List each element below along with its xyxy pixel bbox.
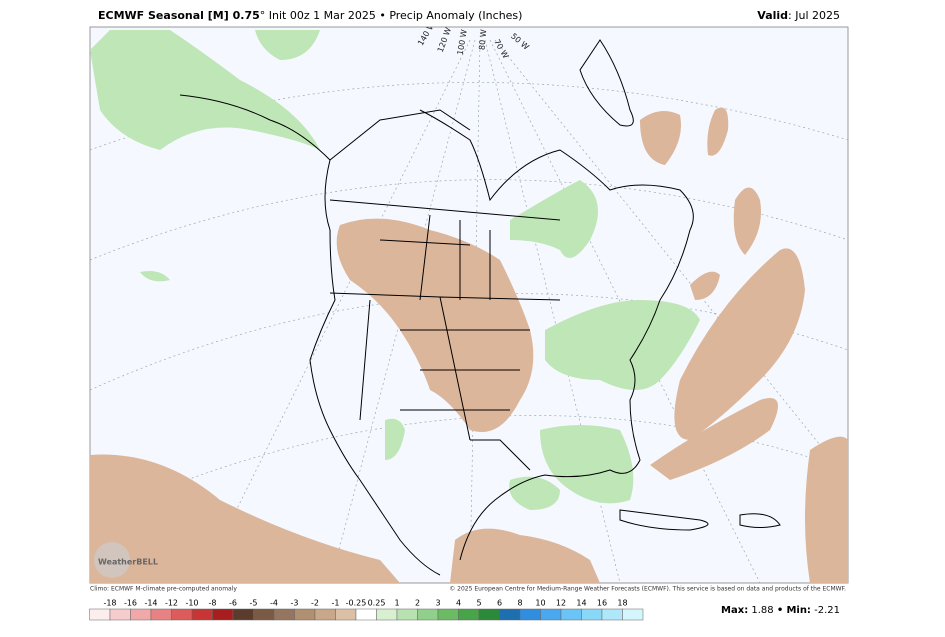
colorbar-swatch bbox=[519, 608, 541, 621]
colorbar-swatch bbox=[376, 608, 398, 621]
stats: Max: 1.88 • Min: -2.21 bbox=[721, 605, 840, 616]
separator: • bbox=[777, 605, 783, 616]
colorbar-label: -10 bbox=[185, 599, 198, 608]
max-value: 1.88 bbox=[751, 605, 773, 616]
colorbar-swatch bbox=[622, 608, 644, 621]
colorbar-swatch bbox=[499, 608, 521, 621]
max-label: Max: bbox=[721, 605, 748, 616]
map: 140 W 120 W 100 W 80 W 70 W 50 W Weather… bbox=[89, 26, 849, 584]
colorbar-label: 16 bbox=[597, 599, 607, 608]
colorbar-label: -18 bbox=[103, 599, 116, 608]
colorbar-label: -2 bbox=[311, 599, 319, 608]
colorbar-swatch bbox=[232, 608, 254, 621]
copyright: © 2025 European Centre for Medium-Range … bbox=[449, 586, 846, 593]
colorbar-label: -12 bbox=[165, 599, 178, 608]
logo: WeatherBELL bbox=[94, 542, 158, 578]
climo-note: Climo: ECMWF M-climate pre-computed anom… bbox=[90, 586, 237, 593]
colorbar-label: -16 bbox=[124, 599, 137, 608]
colorbar-label: -5 bbox=[250, 599, 258, 608]
colorbar-label: 8 bbox=[517, 599, 522, 608]
colorbar-label: -4 bbox=[270, 599, 278, 608]
colorbar-swatch bbox=[130, 608, 152, 621]
title-rest: ° Init 00z 1 Mar 2025 • Precip Anomaly (… bbox=[260, 9, 523, 22]
colorbar-swatch bbox=[171, 608, 193, 621]
min-label: Min: bbox=[786, 605, 811, 616]
colorbar-label: 1 bbox=[394, 599, 399, 608]
colorbar-swatch bbox=[109, 608, 131, 621]
lon-label: 80 W bbox=[478, 29, 489, 50]
colorbar-swatch bbox=[601, 608, 623, 621]
colorbar-label: -14 bbox=[144, 599, 157, 608]
valid-value: : Jul 2025 bbox=[788, 9, 840, 22]
colorbar-swatch bbox=[150, 608, 172, 621]
colorbar-swatch bbox=[437, 608, 459, 621]
colorbar-swatch bbox=[89, 608, 111, 621]
colorbar-swatch bbox=[253, 608, 275, 621]
colorbar-label: -6 bbox=[229, 599, 237, 608]
title: ECMWF Seasonal [M] 0.75° Init 00z 1 Mar … bbox=[98, 9, 522, 22]
colorbar-swatch bbox=[458, 608, 480, 621]
title-bold: ECMWF Seasonal [M] 0.75 bbox=[98, 9, 260, 22]
colorbar-label: 6 bbox=[497, 599, 502, 608]
logo-text: WeatherBELL bbox=[98, 558, 158, 567]
colorbar-label: -1 bbox=[332, 599, 340, 608]
colorbar: -18 -16 -14 -12 -10 -8 -6 -5 -4 -3 -2 -1 -0.25 0.25 1 2… bbox=[89, 599, 644, 621]
anomaly-dry bbox=[90, 107, 848, 583]
colorbar-swatch bbox=[355, 608, 377, 621]
colorbar-label: 10 bbox=[535, 599, 545, 608]
colorbar-label: 2 bbox=[415, 599, 420, 608]
valid-label: Valid bbox=[757, 9, 788, 22]
colorbar-label: 18 bbox=[617, 599, 627, 608]
colorbar-label: 5 bbox=[476, 599, 481, 608]
colorbar-swatch bbox=[314, 608, 336, 621]
colorbar-label: 4 bbox=[456, 599, 461, 608]
colorbar-swatch bbox=[335, 608, 357, 621]
colorbar-label: -3 bbox=[291, 599, 299, 608]
min-value: -2.21 bbox=[814, 605, 840, 616]
colorbar-label: -8 bbox=[209, 599, 217, 608]
colorbar-label: 14 bbox=[576, 599, 586, 608]
colorbar-swatch bbox=[212, 608, 234, 621]
colorbar-swatch bbox=[581, 608, 603, 621]
colorbar-swatch bbox=[560, 608, 582, 621]
valid: Valid: Jul 2025 bbox=[757, 9, 840, 22]
colorbar-swatch bbox=[294, 608, 316, 621]
colorbar-swatch bbox=[191, 608, 213, 621]
colorbar-label: -0.25 bbox=[346, 599, 367, 608]
colorbar-swatch bbox=[478, 608, 500, 621]
colorbar-label: 0.25 bbox=[368, 599, 386, 608]
colorbar-label: 3 bbox=[435, 599, 440, 608]
coastlines-borders bbox=[179, 39, 781, 576]
colorbar-swatch bbox=[417, 608, 439, 621]
colorbar-swatch bbox=[540, 608, 562, 621]
colorbar-swatch bbox=[396, 608, 418, 621]
colorbar-label: 12 bbox=[556, 599, 566, 608]
lon-label: 100 W bbox=[456, 29, 469, 56]
colorbar-swatch bbox=[273, 608, 295, 621]
